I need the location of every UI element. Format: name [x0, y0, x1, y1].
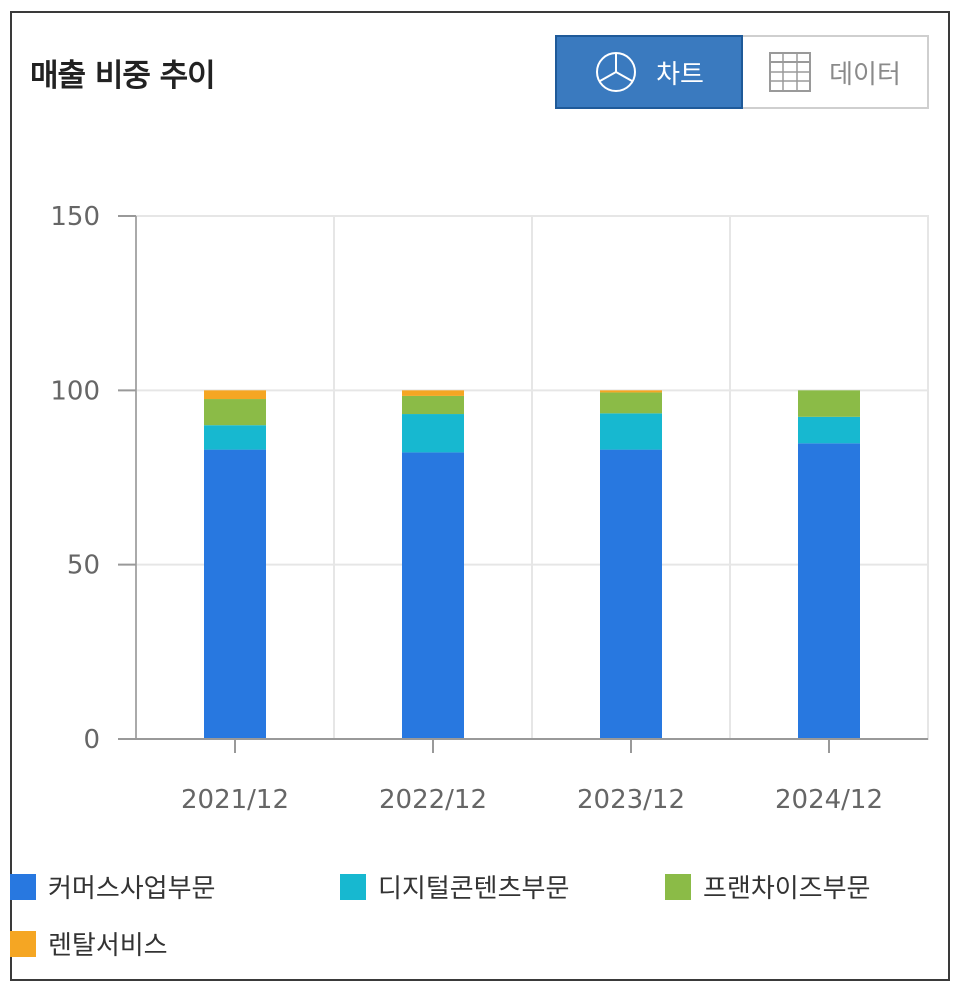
legend-label: 커머스사업부문	[48, 874, 216, 904]
legend-item[interactable]: 디지털콘텐츠부문	[340, 868, 569, 905]
legend-swatch	[10, 873, 36, 900]
chart-view-button[interactable]: 차트	[555, 35, 743, 109]
table-grid-icon	[769, 52, 812, 92]
legend-item[interactable]: 렌탈서비스	[10, 925, 168, 962]
data-view-button[interactable]: 데이터	[743, 35, 929, 109]
pie-chart-icon	[594, 50, 638, 94]
legend-label: 디지털콘텐츠부문	[378, 874, 570, 904]
chart-view-label: 차트	[656, 59, 704, 90]
legend-label: 렌탈서비스	[48, 931, 168, 961]
view-toggle: 차트 데이터	[555, 35, 929, 109]
chart-panel	[10, 11, 950, 981]
data-view-label: 데이터	[829, 59, 901, 90]
legend-swatch	[10, 930, 36, 957]
legend-swatch	[340, 873, 366, 900]
legend-swatch	[665, 873, 691, 900]
page-title: 매출 비중 추이	[30, 58, 216, 94]
legend-label: 프랜차이즈부문	[703, 874, 871, 904]
legend-item[interactable]: 프랜차이즈부문	[665, 868, 870, 905]
legend-item[interactable]: 커머스사업부문	[10, 868, 215, 905]
